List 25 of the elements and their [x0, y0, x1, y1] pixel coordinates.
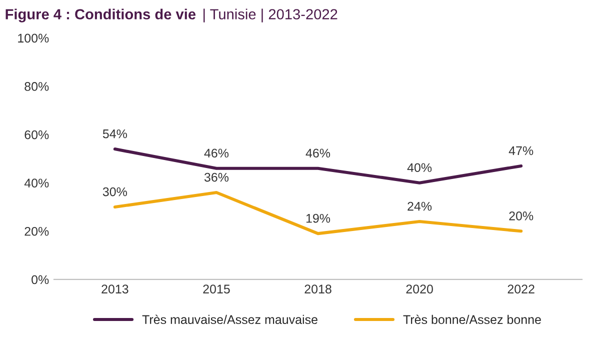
legend-label: Très mauvaise/Assez mauvaise — [142, 314, 318, 324]
y-tick-label: 100% — [18, 34, 49, 43]
data-label: 19% — [306, 214, 330, 223]
chart-title: Figure 4 : Conditions de vie — [6, 8, 196, 22]
data-label: 20% — [509, 211, 534, 220]
x-tick-label: 2013 — [102, 284, 128, 294]
data-label: 46% — [204, 148, 229, 158]
y-tick-label: 40% — [24, 178, 49, 188]
y-tick-label: 60% — [24, 130, 49, 140]
y-tick-label: 20% — [24, 226, 49, 236]
data-label: 36% — [204, 172, 229, 182]
data-label: 24% — [408, 202, 432, 211]
legend-label: Très bonne/Assez bonne — [403, 314, 541, 324]
y-tick-label: 80% — [24, 82, 49, 91]
x-tick-label: 2018 — [304, 284, 332, 294]
data-label: 40% — [407, 163, 432, 172]
y-tick-label: 0% — [32, 275, 49, 284]
x-tick-label: 2015 — [203, 284, 230, 294]
data-label: 30% — [102, 187, 127, 196]
x-tick-label: 2022 — [508, 284, 534, 294]
x-tick-label: 2020 — [406, 284, 433, 294]
data-label: 47% — [508, 146, 534, 156]
data-label: 46% — [306, 148, 330, 158]
data-label: 54% — [102, 129, 127, 138]
chart-subtitle: | Tunisie | 2013-2022 — [204, 8, 338, 22]
